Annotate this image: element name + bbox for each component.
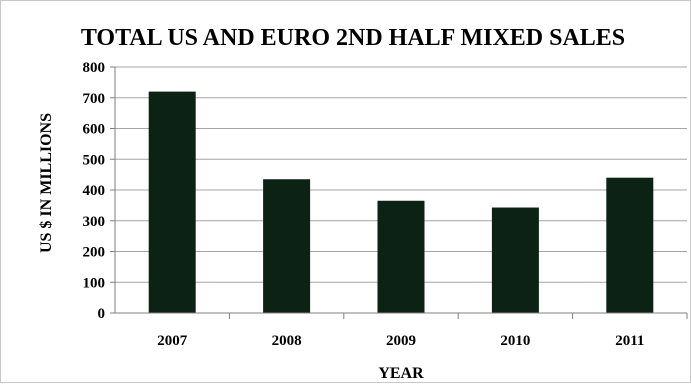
bar-2011 (606, 177, 654, 313)
x-tick-label: 2007 (157, 333, 188, 349)
y-tick-label: 300 (83, 214, 106, 230)
bar-2007 (148, 91, 196, 313)
y-axis-label: US $ IN MILLIONS (38, 113, 55, 253)
y-tick-label: 0 (98, 306, 106, 322)
chart-title: TOTAL US AND EURO 2ND HALF MIXED SALES (81, 25, 625, 51)
axes (110, 66, 688, 319)
x-tick-label: 2010 (500, 333, 530, 349)
y-tick-label: 800 (83, 60, 106, 76)
x-tick-label: 2011 (615, 333, 644, 349)
bars (148, 91, 654, 313)
x-tick-labels: 2007 2008 2009 2010 2011 (157, 333, 644, 349)
y-tick-label: 600 (83, 122, 106, 138)
y-tick-label: 400 (83, 183, 106, 199)
x-tick-label: 2008 (272, 333, 302, 349)
x-tick-label: 2009 (386, 333, 416, 349)
y-tick-label: 500 (83, 152, 106, 168)
bar-2009 (377, 200, 425, 313)
bar-2008 (263, 179, 311, 313)
y-tick-label: 700 (83, 91, 106, 107)
x-axis-label: YEAR (378, 365, 424, 382)
bar-2010 (491, 207, 539, 313)
y-tick-label: 200 (83, 245, 106, 261)
y-tick-labels: 0 100 200 300 400 500 600 700 800 (83, 60, 106, 322)
y-tick-label: 100 (83, 275, 106, 291)
